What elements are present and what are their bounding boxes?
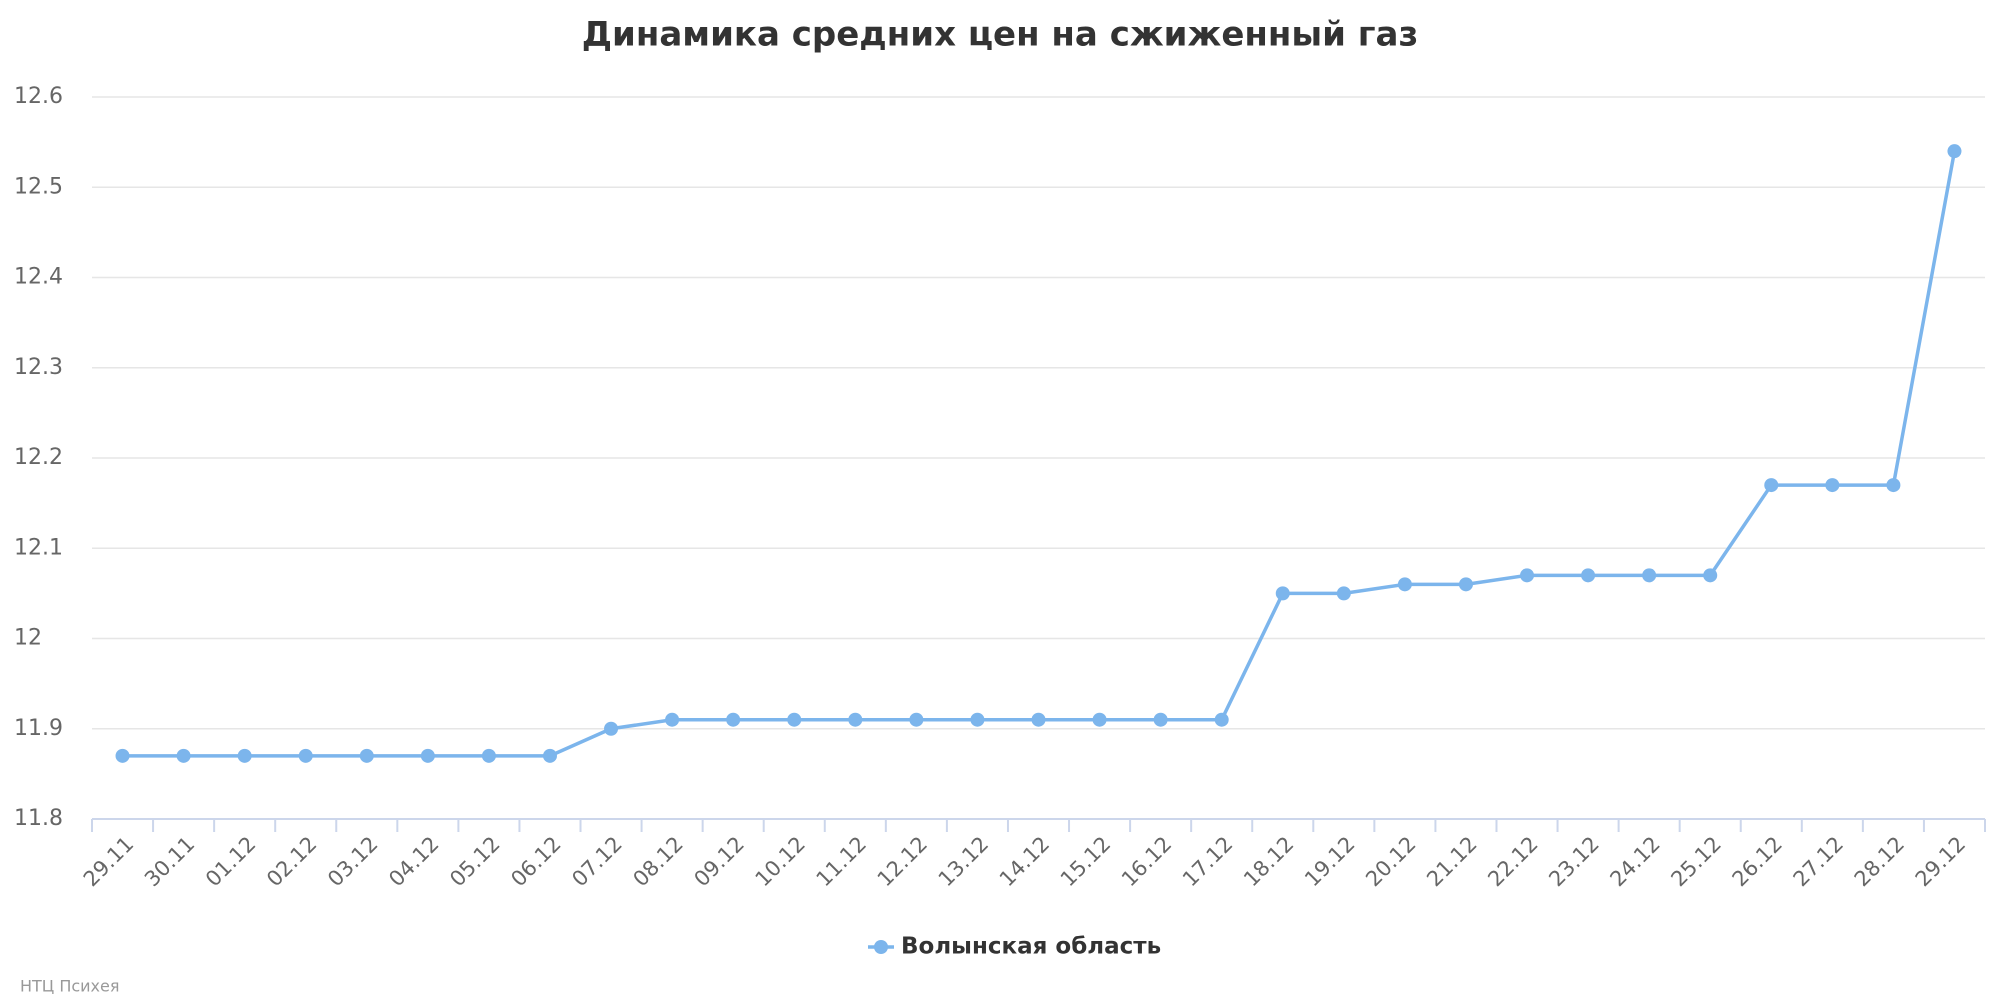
x-tick-label: 21.12 bbox=[1422, 832, 1481, 891]
x-tick-label: 04.12 bbox=[384, 832, 443, 891]
x-tick-label: 06.12 bbox=[506, 832, 565, 891]
y-tick-label: 12.1 bbox=[14, 535, 63, 560]
point bbox=[1581, 568, 1596, 583]
x-tick-label: 03.12 bbox=[323, 832, 382, 891]
x-tick-label: 29.11 bbox=[79, 832, 138, 891]
point bbox=[1642, 568, 1657, 583]
point bbox=[787, 712, 802, 727]
x-tick-label: 29.12 bbox=[1911, 832, 1970, 891]
point bbox=[420, 748, 435, 763]
point bbox=[1397, 577, 1412, 592]
point bbox=[1336, 586, 1351, 601]
point bbox=[604, 721, 619, 736]
x-tick-label: 27.12 bbox=[1789, 832, 1848, 891]
x-tick-label: 13.12 bbox=[934, 832, 993, 891]
x-tick-label: 09.12 bbox=[689, 832, 748, 891]
point bbox=[1947, 144, 1962, 159]
x-tick-label: 30.11 bbox=[140, 832, 199, 891]
x-tick-label: 24.12 bbox=[1605, 832, 1664, 891]
x-tick-label: 11.12 bbox=[812, 832, 871, 891]
x-tick-label: 12.12 bbox=[873, 832, 932, 891]
y-tick-label: 12.2 bbox=[14, 445, 63, 470]
x-tick-label: 05.12 bbox=[445, 832, 504, 891]
point bbox=[1153, 712, 1168, 727]
x-tick-label: 07.12 bbox=[567, 832, 626, 891]
point bbox=[1703, 568, 1718, 583]
legend-marker bbox=[874, 940, 888, 954]
y-tick-label: 11.9 bbox=[14, 716, 63, 741]
point bbox=[1520, 568, 1535, 583]
point bbox=[115, 748, 130, 763]
x-tick-label: 23.12 bbox=[1544, 832, 1603, 891]
y-tick-label: 12 bbox=[14, 626, 42, 651]
x-tick-label: 15.12 bbox=[1056, 832, 1115, 891]
x-tick-label: 28.12 bbox=[1850, 832, 1909, 891]
x-tick-label: 01.12 bbox=[201, 832, 260, 891]
point bbox=[1764, 478, 1779, 493]
y-tick-label: 12.5 bbox=[14, 174, 63, 199]
x-tick-label: 25.12 bbox=[1667, 832, 1726, 891]
y-tick-label: 12.3 bbox=[14, 355, 63, 380]
point bbox=[909, 712, 924, 727]
x-tick-label: 18.12 bbox=[1239, 832, 1298, 891]
y-tick-label: 12.4 bbox=[14, 265, 63, 290]
point bbox=[1275, 586, 1290, 601]
legend-label: Волынская область bbox=[901, 934, 1161, 960]
x-tick-label: 16.12 bbox=[1117, 832, 1176, 891]
point bbox=[665, 712, 680, 727]
point bbox=[237, 748, 252, 763]
x-tick-label: 19.12 bbox=[1300, 832, 1359, 891]
point bbox=[1825, 478, 1840, 493]
x-tick-label: 08.12 bbox=[628, 832, 687, 891]
point bbox=[359, 748, 374, 763]
point bbox=[1092, 712, 1107, 727]
x-tick-label: 20.12 bbox=[1361, 832, 1420, 891]
point bbox=[848, 712, 863, 727]
point bbox=[1031, 712, 1046, 727]
x-tick-label: 22.12 bbox=[1483, 832, 1542, 891]
point bbox=[970, 712, 985, 727]
point bbox=[542, 748, 557, 763]
x-tick-label: 10.12 bbox=[751, 832, 810, 891]
point bbox=[481, 748, 496, 763]
x-tick-label: 17.12 bbox=[1178, 832, 1237, 891]
point bbox=[1214, 712, 1229, 727]
x-tick-label: 14.12 bbox=[995, 832, 1054, 891]
point bbox=[1886, 478, 1901, 493]
x-tick-label: 26.12 bbox=[1728, 832, 1787, 891]
y-tick-label: 11.8 bbox=[14, 806, 63, 831]
point bbox=[726, 712, 741, 727]
point bbox=[1458, 577, 1473, 592]
credits: НТЦ Психея bbox=[20, 977, 119, 996]
chart-title: Динамика средних цен на сжиженный газ bbox=[582, 15, 1419, 55]
x-tick-label: 02.12 bbox=[262, 832, 321, 891]
y-tick-label: 12.6 bbox=[14, 84, 63, 109]
series-line bbox=[122, 150, 1957, 758]
point bbox=[298, 748, 313, 763]
point bbox=[176, 748, 191, 763]
